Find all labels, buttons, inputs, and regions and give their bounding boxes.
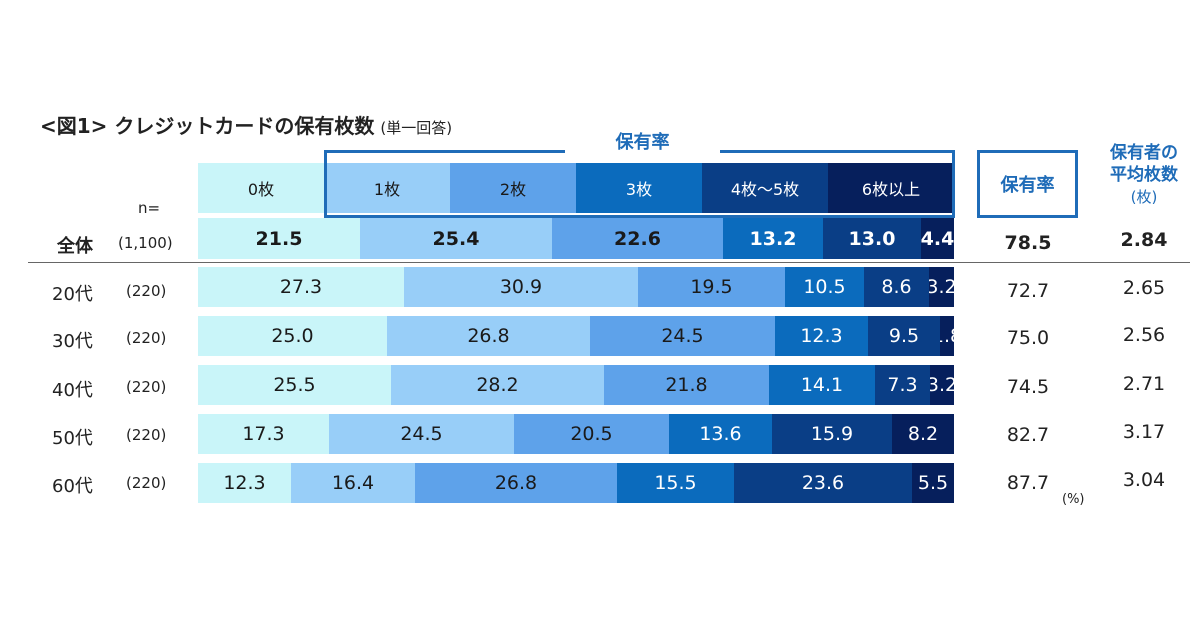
bar-segment: 13.0 [823, 218, 921, 259]
average-cards-value: 3.17 [1122, 421, 1166, 443]
average-cards-value: 2.65 [1122, 277, 1166, 299]
bar-segment: 12.3 [775, 316, 868, 356]
bar-segment: 26.8 [387, 316, 590, 356]
bar-segment: 5.5 [912, 463, 954, 503]
stacked-bar: 12.3 16.4 26.8 15.5 23.6 5.5 [198, 463, 954, 503]
ownership-rate-value: 78.5 [1004, 232, 1052, 254]
row-sample-size: (220) [126, 426, 167, 444]
row-label: 20代 [52, 284, 93, 305]
bar-segment: 23.6 [734, 463, 912, 503]
row-label: 40代 [52, 380, 93, 401]
row-sample-size: (220) [126, 474, 167, 492]
row-sample-size: (1,100) [118, 234, 173, 252]
bar-segment: 21.5 [198, 218, 360, 259]
bar-segment: 14.1 [769, 365, 875, 405]
legend-item-1: 1枚 [324, 163, 450, 213]
legend-item-2: 2枚 [450, 163, 576, 213]
ownership-group-label: 保有率 [565, 124, 720, 158]
row-sample-size: (220) [126, 378, 167, 396]
row-sample-size: (220) [126, 282, 167, 300]
bar-segment: 3.2 [929, 267, 954, 307]
ownership-rate-header: 保有率 [977, 150, 1078, 218]
ownership-rate-value: 72.7 [1006, 280, 1050, 302]
bar-segment: 10.5 [785, 267, 864, 307]
bar-segment: 13.6 [669, 414, 772, 454]
stacked-bar: 27.3 30.9 19.5 10.5 8.6 3.2 [198, 267, 954, 307]
total-divider-line [28, 262, 1190, 263]
bar-segment: 25.5 [198, 365, 391, 405]
bar-segment: 7.3 [875, 365, 930, 405]
bar-segment: 25.4 [360, 218, 552, 259]
bar-segment: 20.5 [514, 414, 669, 454]
sample-size-label: n= [138, 199, 161, 217]
bar-segment: 28.2 [391, 365, 604, 405]
bar-segment: 16.4 [291, 463, 415, 503]
bar-segment: 9.5 [868, 316, 940, 356]
average-cards-value: 3.04 [1122, 469, 1166, 491]
bar-segment: 3.2 [930, 365, 954, 405]
bar-segment: 1.8 [940, 316, 954, 356]
ownership-rate-value: 82.7 [1006, 424, 1050, 446]
average-cards-header-line1: 保有者の [1110, 143, 1178, 163]
ownership-rate-value: 75.0 [1006, 327, 1050, 349]
bar-segment: 4.4 [921, 218, 954, 259]
row-label: 全体 [57, 236, 93, 257]
bar-segment: 21.8 [604, 365, 769, 405]
bar-segment: 24.5 [329, 414, 514, 454]
bar-segment: 24.5 [590, 316, 775, 356]
row-label: 50代 [52, 428, 93, 449]
average-cards-value: 2.56 [1122, 324, 1166, 346]
row-label: 60代 [52, 476, 93, 497]
legend-item-4: 4枚～5枚 [702, 163, 828, 213]
average-cards-header-unit: (枚) [1130, 188, 1158, 206]
bar-segment: 27.3 [198, 267, 404, 307]
bar-segment: 8.6 [864, 267, 929, 307]
stacked-bar: 21.5 25.4 22.6 13.2 13.0 4.4 [198, 218, 954, 259]
stacked-bar: 25.5 28.2 21.8 14.1 7.3 3.2 [198, 365, 954, 405]
legend-item-3: 3枚 [576, 163, 702, 213]
stacked-bar: 25.026.824.512.39.51.8 [198, 316, 954, 356]
bar-segment: 15.9 [772, 414, 892, 454]
stacked-bar: 17.3 24.5 20.5 13.6 15.9 8.2 [198, 414, 954, 454]
average-cards-value: 2.71 [1122, 373, 1166, 395]
average-cards-header-line2: 平均枚数 [1110, 165, 1178, 185]
bar-segment: 17.3 [198, 414, 329, 454]
chart-title-text: <図1> クレジットカードの保有枚数 [40, 114, 375, 138]
row-sample-size: (220) [126, 329, 167, 347]
bar-segment: 22.6 [552, 218, 723, 259]
bar-segment: 15.5 [617, 463, 734, 503]
chart-title-note: (単一回答) [380, 119, 453, 137]
percent-unit-label: (%) [1062, 492, 1085, 507]
bar-segment: 12.3 [198, 463, 291, 503]
legend-item-0: 0枚 [198, 163, 324, 213]
bar-segment: 8.2 [892, 414, 954, 454]
average-cards-value: 2.84 [1120, 229, 1168, 251]
ownership-rate-value: 74.5 [1006, 376, 1050, 398]
bar-segment: 25.0 [198, 316, 387, 356]
bar-segment: 19.5 [638, 267, 785, 307]
chart-title: <図1> クレジットカードの保有枚数 (単一回答) [40, 110, 452, 139]
bar-segment: 30.9 [404, 267, 638, 307]
ownership-group-box [324, 150, 955, 218]
bar-segment: 26.8 [415, 463, 617, 503]
ownership-rate-value: 87.7 [1006, 472, 1050, 494]
row-label: 30代 [52, 331, 93, 352]
average-cards-header: 保有者の 平均枚数 (枚) [1090, 142, 1198, 208]
bar-segment: 13.2 [723, 218, 823, 259]
legend-item-5: 6枚以上 [828, 163, 954, 213]
